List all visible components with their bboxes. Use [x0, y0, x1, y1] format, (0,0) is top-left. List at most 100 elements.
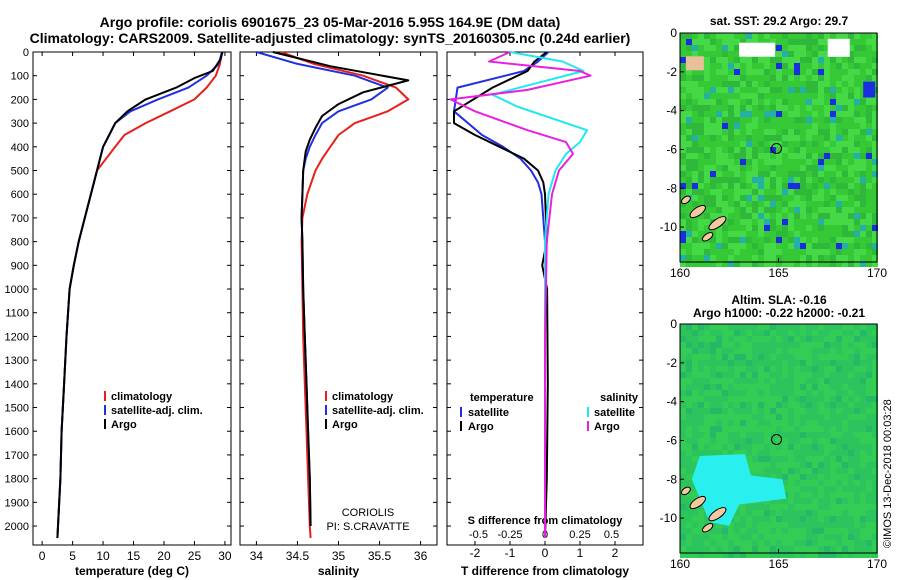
sst-map-cell	[710, 45, 716, 51]
sla-map-cell	[770, 534, 776, 540]
sla-map-cell	[680, 354, 686, 360]
sst-map-cell	[806, 105, 812, 111]
sst-map-cell	[698, 219, 704, 225]
depth-tick-label: 1200	[5, 331, 29, 343]
sla-map-cell	[698, 534, 704, 540]
sla-map-cell	[740, 408, 746, 414]
sst-map-cell	[704, 141, 710, 147]
sst-map-cell	[710, 243, 716, 249]
sla-map-cell	[860, 540, 866, 546]
temperature-xtick-label: 15	[127, 549, 141, 563]
sla-map-cell	[782, 354, 788, 360]
sla-map-cell	[812, 432, 818, 438]
sst-map-cell	[800, 105, 806, 111]
sst-map-cell	[824, 45, 830, 51]
sla-map-cell	[812, 360, 818, 366]
sla-map-cell	[788, 522, 794, 528]
sla-map-cell	[848, 384, 854, 390]
sla-map-cell	[788, 510, 794, 516]
sla-map-cell	[710, 402, 716, 408]
sst-map-cell	[794, 249, 800, 255]
sla-map-cell	[692, 336, 698, 342]
sla-map-cell	[854, 486, 860, 492]
sla-map-cell	[830, 354, 836, 360]
sla-map-cell	[722, 438, 728, 444]
sla-map-cell	[758, 384, 764, 390]
sst-map-cell	[686, 129, 692, 135]
sst-map-cell	[836, 183, 842, 189]
sst-map-cell	[680, 237, 686, 243]
sla-map-cell	[782, 528, 788, 534]
sla-map-cell	[788, 372, 794, 378]
sla-map-cell	[848, 540, 854, 546]
sst-map-cell	[794, 81, 800, 87]
sst-map-cell	[680, 123, 686, 129]
sla-map-cell	[812, 366, 818, 372]
sst-map-cell	[872, 159, 878, 165]
sla-map-cell	[812, 504, 818, 510]
sst-map-cell	[764, 165, 770, 171]
sst-map-cell	[800, 225, 806, 231]
sla-map-cell	[812, 348, 818, 354]
sst-map-cell	[734, 165, 740, 171]
sst-map-cell	[872, 183, 878, 189]
sst-cloud-mask	[827, 38, 850, 57]
sla-map-cell	[800, 378, 806, 384]
sst-map-cell	[860, 123, 866, 129]
sst-map-cell	[758, 63, 764, 69]
sla-map-cell	[866, 402, 872, 408]
sst-map-cell	[824, 177, 830, 183]
sst-map-cell	[704, 111, 710, 117]
sla-map-cell	[860, 528, 866, 534]
sla-map-cell	[854, 546, 860, 552]
sla-map-cell	[824, 474, 830, 480]
sla-map-cell	[758, 402, 764, 408]
sst-map-cell	[758, 201, 764, 207]
sst-map-cell	[860, 165, 866, 171]
sst-map-cell	[842, 219, 848, 225]
sst-map-cell	[752, 141, 758, 147]
sst-map-cell	[680, 243, 686, 249]
sla-map-cell	[854, 492, 860, 498]
sst-map-cell	[860, 39, 866, 45]
sla-map-cell	[848, 396, 854, 402]
sst-map-cell	[770, 63, 776, 69]
sla-map-cell	[830, 396, 836, 402]
sla-map-cell	[746, 336, 752, 342]
sst-map-cell	[782, 33, 788, 39]
sla-map-cell	[794, 402, 800, 408]
sla-map-cell	[716, 408, 722, 414]
sla-map-cell	[764, 468, 770, 474]
sst-map-cell	[716, 135, 722, 141]
sst-map-cell	[848, 45, 854, 51]
sla-map-cell	[734, 516, 740, 522]
sla-map-cell	[680, 390, 686, 396]
sst-map-cell	[836, 153, 842, 159]
sst-map-cell	[866, 51, 872, 57]
sla-map-cell	[764, 384, 770, 390]
sst-map-cell	[842, 111, 848, 117]
sst-map-cell	[842, 261, 848, 267]
sst-map-cell	[770, 243, 776, 249]
sst-map-cell	[758, 147, 764, 153]
sst-map-cell	[758, 129, 764, 135]
sst-map-cell	[722, 159, 728, 165]
sst-map-cell	[842, 57, 848, 63]
sst-map-cell	[710, 183, 716, 189]
sla-map-cell	[752, 426, 758, 432]
sst-map-cell	[716, 177, 722, 183]
sla-map-cell	[854, 342, 860, 348]
sst-map-cell	[716, 195, 722, 201]
sst-map-cell	[770, 189, 776, 195]
sla-map-cell	[824, 342, 830, 348]
sst-map-cell	[758, 195, 764, 201]
sla-map-cell	[704, 540, 710, 546]
sst-map-cell	[788, 33, 794, 39]
sst-map-cell	[752, 225, 758, 231]
sst-map-cell	[806, 249, 812, 255]
sla-map-cell	[794, 366, 800, 372]
sla-map-cell	[686, 552, 692, 558]
sla-map-cell	[872, 510, 878, 516]
sla-map-cell	[872, 462, 878, 468]
sla-map-title-1: Altim. SLA: -0.16	[731, 293, 827, 307]
